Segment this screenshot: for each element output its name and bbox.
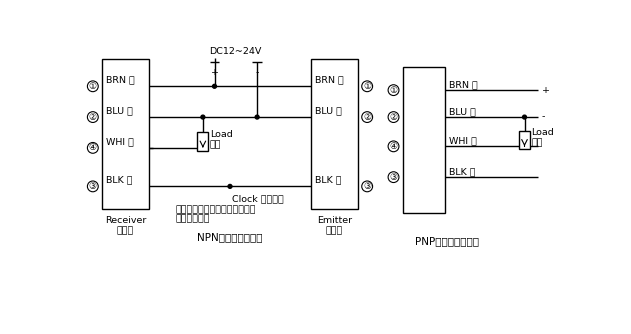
Text: ③: ③	[363, 182, 371, 191]
Bar	[403, 67, 445, 213]
Text: BLU 兰: BLU 兰	[316, 107, 342, 116]
Text: ④: ④	[389, 142, 398, 151]
Text: Emitter
发射器: Emitter 发射器	[317, 216, 352, 235]
Bar	[519, 131, 530, 149]
Circle shape	[388, 172, 399, 182]
Text: Load: Load	[531, 128, 554, 137]
Text: Load: Load	[210, 130, 233, 139]
Text: BLK 黑: BLK 黑	[449, 167, 476, 176]
Text: BRN 棕: BRN 棕	[106, 75, 135, 85]
Circle shape	[88, 112, 98, 123]
Text: DC12~24V: DC12~24V	[209, 47, 262, 56]
Text: ④: ④	[89, 143, 97, 152]
Text: -: -	[541, 113, 545, 122]
Circle shape	[255, 115, 259, 119]
Bar	[102, 59, 149, 209]
Text: Clock 时钟信号: Clock 时钟信号	[232, 194, 283, 203]
Text: 负载: 负载	[210, 140, 221, 149]
Circle shape	[362, 181, 372, 192]
Text: ①: ①	[363, 82, 371, 91]
Text: ②: ②	[363, 113, 371, 122]
Bar	[198, 133, 208, 151]
Text: BLK 黑: BLK 黑	[316, 176, 342, 185]
Text: 注意：接收器和发射器的黑线一: 注意：接收器和发射器的黑线一	[176, 205, 256, 214]
Circle shape	[522, 115, 526, 119]
Circle shape	[201, 115, 205, 119]
Text: -: -	[256, 68, 259, 77]
Text: BLK 黑: BLK 黑	[106, 176, 133, 185]
Circle shape	[388, 141, 399, 152]
Text: 负载: 负载	[531, 138, 543, 147]
Text: +: +	[211, 68, 218, 77]
Text: BRN 棕: BRN 棕	[316, 75, 344, 85]
Text: WHI 白: WHI 白	[449, 137, 477, 145]
Circle shape	[228, 184, 232, 188]
Text: ③: ③	[89, 182, 97, 191]
Text: Receiver
接收器: Receiver 接收器	[105, 216, 146, 235]
Text: WHI 白: WHI 白	[106, 137, 134, 146]
Bar	[311, 59, 358, 209]
Circle shape	[88, 143, 98, 153]
Text: ①: ①	[389, 86, 398, 95]
Text: ②: ②	[389, 113, 398, 122]
Circle shape	[88, 81, 98, 92]
Circle shape	[388, 112, 399, 123]
Text: BLU 兰: BLU 兰	[106, 107, 133, 116]
Text: ②: ②	[89, 113, 97, 122]
Text: ①: ①	[89, 82, 97, 91]
Text: ③: ③	[389, 173, 398, 182]
Text: BLU 兰: BLU 兰	[449, 107, 476, 116]
Text: 定要互相连接: 定要互相连接	[176, 214, 210, 223]
Text: BRN 棕: BRN 棕	[449, 80, 478, 89]
Text: +: +	[541, 86, 550, 95]
Circle shape	[88, 181, 98, 192]
Circle shape	[362, 81, 372, 92]
Circle shape	[388, 85, 399, 96]
Circle shape	[362, 112, 372, 123]
Text: NPN输出型光幕接法: NPN输出型光幕接法	[198, 232, 262, 242]
Circle shape	[213, 85, 216, 88]
Text: PNP输出型光幕接法: PNP输出型光幕接法	[415, 236, 479, 246]
